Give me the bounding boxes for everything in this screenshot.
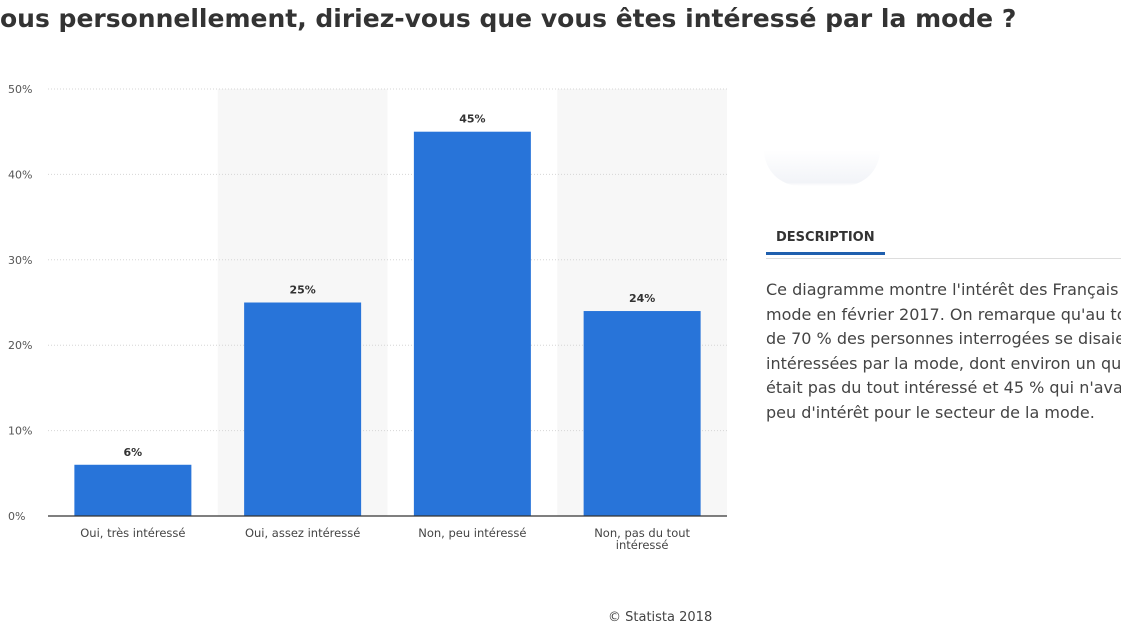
chart-title: ous personnellement, diriez-vous que vou… [0, 4, 1017, 33]
y-tick-label: 20% [8, 339, 32, 352]
description-line: intéressées par la mode, dont environ un… [766, 353, 1121, 373]
bar-value-label: 6% [124, 446, 143, 459]
bar-value-label: 25% [289, 284, 315, 297]
y-tick-label: 30% [8, 254, 32, 267]
faded-image-placeholder [764, 150, 880, 186]
y-tick-label: 50% [8, 83, 32, 96]
description-line: de 70 % des personnes interrogées se dis… [766, 329, 1121, 348]
x-tick-label: Oui, très intéressé [80, 526, 185, 540]
bar[interactable] [244, 302, 362, 517]
x-tick-label: Non, pas du tout [594, 526, 690, 540]
y-tick-label: 40% [8, 168, 32, 181]
y-tick-label: 0% [8, 510, 25, 523]
description-line: Ce diagramme montre l'intérêt des França… [766, 280, 1121, 299]
bar-value-label: 45% [459, 113, 485, 126]
x-tick-label: intéressé [616, 538, 669, 552]
source-credit[interactable]: © Statista 2018 [608, 610, 713, 625]
description-line: était pas du tout intéressé et 45 % qui … [766, 378, 1121, 397]
bar[interactable] [583, 311, 701, 516]
description-line: mode en février 2017. On remarque qu'au … [766, 304, 1121, 324]
y-tick-label: 10% [8, 425, 32, 438]
bar[interactable] [74, 464, 192, 516]
tab-divider [766, 258, 1121, 259]
tab-description[interactable]: DESCRIPTION [766, 230, 885, 255]
x-tick-label: Non, peu intéressé [418, 526, 526, 540]
bar[interactable] [413, 131, 531, 516]
bar-value-label: 24% [629, 292, 655, 305]
description-line: peu d'intérêt pour le secteur de la mode… [766, 402, 1095, 422]
x-tick-label: Oui, assez intéressé [245, 526, 360, 540]
description-text: Ce diagramme montre l'intérêt des França… [766, 278, 1121, 425]
